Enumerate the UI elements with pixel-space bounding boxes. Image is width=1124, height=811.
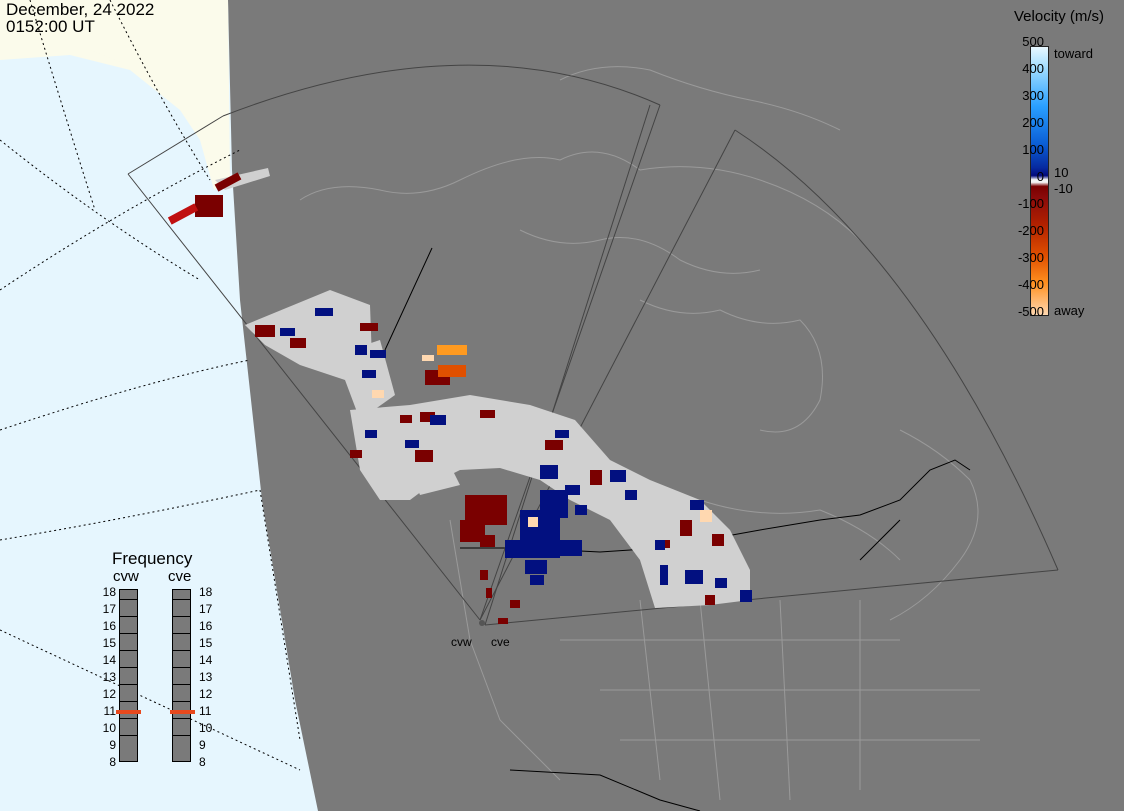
legend-minus10-label: -10 [1054, 181, 1073, 196]
legend-away-label: away [1054, 303, 1085, 318]
timestamp-header: December, 24 2022 0152:00 UT [6, 1, 154, 35]
frequency-tick-label: 16 [102, 619, 116, 633]
frequency-tick-label: 13 [102, 670, 116, 684]
frequency-cell [173, 650, 190, 651]
legend-tick: 400 [1022, 61, 1044, 76]
site-label-cvw: cvw [451, 635, 472, 649]
frequency-cell [173, 616, 190, 617]
radar-site-marker [479, 620, 485, 626]
high-away-velocity-patches [372, 345, 712, 527]
legend-toward-label: toward [1054, 46, 1094, 61]
frequency-title: Frequency [112, 549, 193, 568]
velocity-color-bar [1030, 46, 1049, 316]
frequency-tick-label: 17 [102, 602, 116, 616]
frequency-cell [120, 616, 137, 617]
legend-tick: 500 [1022, 34, 1044, 49]
frequency-tick-label: 9 [199, 738, 206, 752]
frequency-scale-cvw [119, 589, 138, 762]
frequency-tick-label: 8 [199, 755, 206, 769]
latitude-grid [0, 0, 301, 771]
frequency-tick-label: 11 [103, 704, 116, 718]
ocean-area [0, 0, 318, 811]
legend-tick: 300 [1022, 88, 1044, 103]
frequency-tick-label: 13 [199, 670, 213, 684]
frequency-cell [120, 650, 137, 651]
radar-name-cvw: cvw [113, 568, 139, 585]
frequency-cell [120, 633, 137, 634]
frequency-tick-label: 15 [199, 636, 213, 650]
frequency-cell [173, 633, 190, 634]
frequency-tick-label: 12 [199, 687, 213, 701]
frequency-tick-label: 18 [199, 585, 213, 599]
frequency-tick-label: 15 [102, 636, 116, 650]
legend-tick: 0 [1036, 169, 1044, 184]
legend-tick: 100 [1022, 142, 1044, 157]
frequency-tick-label: 8 [109, 755, 116, 769]
coastlines [299, 66, 980, 801]
frequency-current-marker [170, 710, 195, 714]
legend-tick: -100 [1017, 196, 1044, 211]
alaska-coast [0, 15, 150, 70]
frequency-tick-label: 14 [199, 653, 213, 667]
velocity-legend: Velocity (m/s) 500 400 300 200 100 0 -10… [1008, 3, 1124, 333]
frequency-cell [173, 735, 190, 736]
frequency-tick-label: 11 [199, 704, 212, 718]
legend-tick: -400 [1017, 277, 1044, 292]
frequency-tick-label: 9 [109, 738, 116, 752]
frequency-tick-label: 17 [199, 602, 213, 616]
frequency-cell [173, 599, 190, 600]
frequency-cell [120, 735, 137, 736]
frequency-tick-label: 10 [199, 721, 213, 735]
frequency-cell [120, 599, 137, 600]
radar-name-cve: cve [168, 568, 192, 585]
legend-tick: -300 [1017, 250, 1044, 265]
away-velocity-patches [167, 172, 724, 624]
ground-scatter [215, 168, 750, 608]
legend-tick: 200 [1022, 115, 1044, 130]
frequency-cell [120, 718, 137, 719]
legend-tick: -200 [1017, 223, 1044, 238]
frequency-cell [173, 701, 190, 702]
legend-title: Velocity (m/s) [1014, 8, 1105, 25]
frequency-scale-cve [172, 589, 191, 762]
site-label-cve: cve [491, 635, 510, 649]
legend-tick: -500 [1017, 304, 1044, 319]
frequency-cell [120, 667, 137, 668]
frequency-tick-label: 18 [102, 585, 116, 599]
frequency-cell [120, 701, 137, 702]
frequency-tick-label: 10 [102, 721, 116, 735]
frequency-current-marker [116, 710, 141, 714]
date-label: December, 24 2022 [6, 0, 155, 19]
fov-outline [127, 64, 1059, 626]
frequency-tick-label: 16 [199, 619, 213, 633]
frequency-cell [173, 667, 190, 668]
time-label: 0152:00 UT [6, 17, 95, 36]
frequency-cell [173, 718, 190, 719]
frequency-cell [120, 684, 137, 685]
frequency-tick-label: 14 [102, 653, 116, 667]
legend-plus10-label: 10 [1054, 165, 1069, 180]
toward-velocity-patches [280, 308, 752, 602]
frequency-tick-label: 12 [102, 687, 116, 701]
frequency-cell [173, 684, 190, 685]
